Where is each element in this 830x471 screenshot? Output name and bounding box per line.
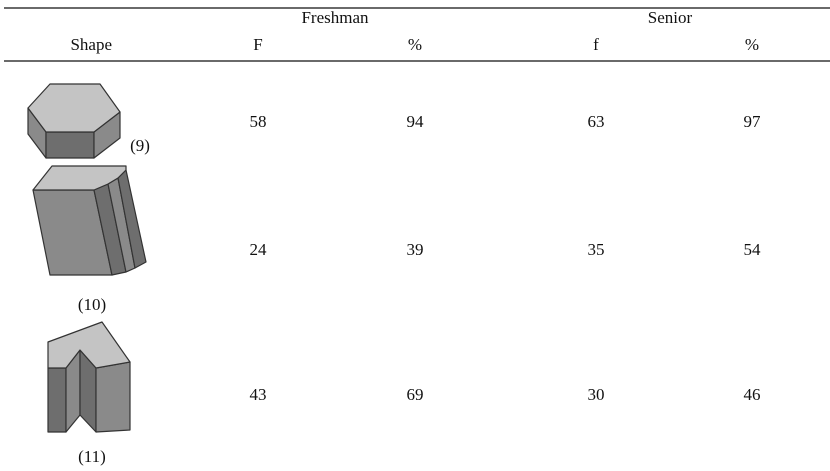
shape-label: (9)	[130, 136, 150, 155]
shape-icon	[32, 165, 147, 276]
cell-value: 69	[407, 385, 424, 404]
cell-value: 63	[588, 112, 605, 131]
group-header: Senior	[648, 8, 693, 27]
cell-value: 97	[744, 112, 762, 131]
cell-value: 24	[250, 240, 268, 259]
cell-value: 46	[744, 385, 761, 404]
shape-label: (11)	[78, 447, 106, 466]
cell-value: 35	[588, 240, 605, 259]
column-header: F	[253, 35, 262, 54]
cell-value: 94	[407, 112, 425, 131]
shape-icon	[47, 321, 131, 433]
column-header: %	[408, 35, 422, 54]
cell-value: 54	[744, 240, 762, 259]
cell-value: 30	[588, 385, 605, 404]
column-header: %	[745, 35, 759, 54]
cell-value: 58	[250, 112, 267, 131]
cell-value: 39	[407, 240, 424, 259]
column-header: f	[593, 35, 599, 54]
cell-value: 43	[250, 385, 267, 404]
shape-icon	[27, 83, 121, 159]
group-header: Freshman	[301, 8, 369, 27]
column-header: Shape	[70, 35, 112, 54]
shape-label: (10)	[78, 295, 106, 314]
